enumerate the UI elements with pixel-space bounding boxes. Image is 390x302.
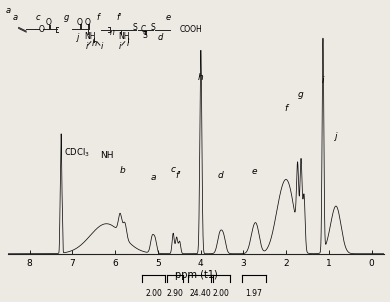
Text: O: O bbox=[85, 18, 91, 27]
Text: O: O bbox=[46, 18, 52, 27]
Text: S: S bbox=[142, 31, 147, 40]
Text: g: g bbox=[298, 90, 304, 99]
Text: i: i bbox=[322, 76, 324, 85]
Text: c: c bbox=[36, 13, 41, 22]
Text: C: C bbox=[141, 25, 146, 34]
Text: O: O bbox=[38, 25, 44, 34]
Text: f': f' bbox=[117, 13, 122, 22]
Text: COOH: COOH bbox=[179, 25, 202, 34]
Text: i: i bbox=[127, 39, 129, 48]
Text: 24.40: 24.40 bbox=[190, 289, 211, 298]
Text: NH: NH bbox=[118, 32, 130, 41]
Text: a: a bbox=[13, 13, 18, 22]
Text: j: j bbox=[335, 132, 337, 141]
Text: g: g bbox=[64, 13, 69, 22]
Text: S: S bbox=[150, 23, 155, 32]
Text: NH: NH bbox=[101, 151, 114, 160]
Text: d: d bbox=[218, 171, 223, 180]
Text: O: O bbox=[77, 18, 83, 27]
X-axis label: ppm (t1): ppm (t1) bbox=[175, 270, 218, 280]
Text: a: a bbox=[5, 6, 11, 15]
Text: h: h bbox=[198, 72, 204, 82]
Text: i: i bbox=[85, 42, 88, 51]
Text: CDCl$_3$: CDCl$_3$ bbox=[64, 146, 89, 159]
Text: NH: NH bbox=[84, 32, 96, 41]
Text: 2.00: 2.00 bbox=[212, 289, 229, 298]
Text: e: e bbox=[165, 13, 170, 22]
Text: f: f bbox=[97, 13, 100, 22]
Text: j: j bbox=[76, 33, 79, 42]
Text: 1.97: 1.97 bbox=[246, 289, 262, 298]
Text: a: a bbox=[151, 173, 156, 182]
Text: f: f bbox=[285, 104, 288, 113]
Text: i: i bbox=[100, 42, 103, 51]
Text: 2.00: 2.00 bbox=[145, 289, 162, 298]
Text: b: b bbox=[119, 166, 125, 175]
Text: e: e bbox=[252, 167, 257, 176]
Text: d: d bbox=[158, 33, 163, 42]
Text: S: S bbox=[133, 23, 138, 32]
Text: 2.90: 2.90 bbox=[167, 289, 183, 298]
Text: f': f' bbox=[176, 171, 181, 180]
Text: h: h bbox=[91, 39, 97, 48]
Text: n: n bbox=[110, 28, 114, 37]
Text: i: i bbox=[119, 42, 121, 51]
Text: c: c bbox=[170, 165, 175, 174]
